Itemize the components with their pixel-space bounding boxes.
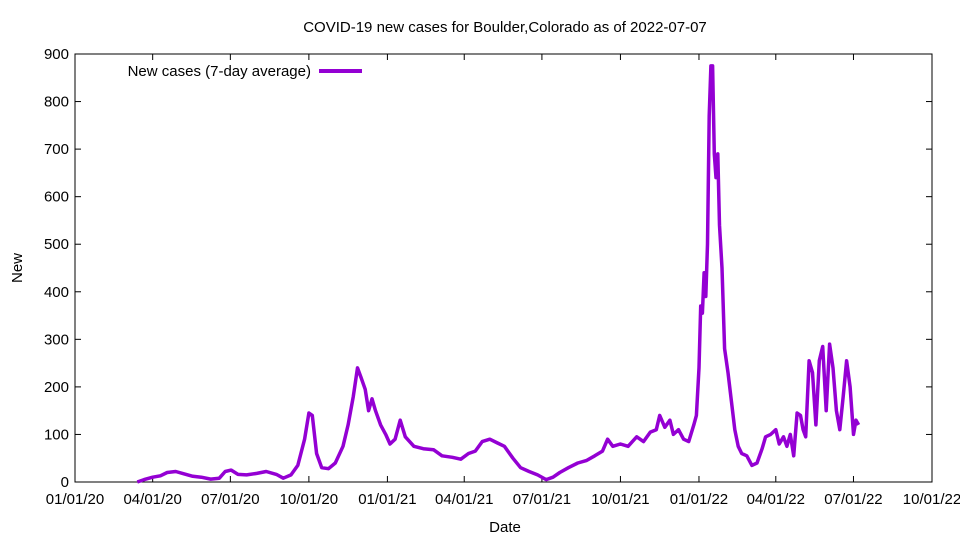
- legend-label: New cases (7-day average): [128, 63, 311, 80]
- x-axis: 01/01/20 04/01/20 07/01/20 10/01/20 01/01/21…: [46, 54, 960, 508]
- plot-frame: [74, 53, 933, 483]
- x-tick-label: 01/01/22: [670, 491, 728, 508]
- x-tick-label: 04/01/20: [123, 491, 181, 508]
- series-layer: [136, 64, 861, 484]
- y-tick-label: 700: [44, 141, 69, 158]
- x-axis-label: Date: [489, 519, 521, 536]
- y-tick-label: 300: [44, 331, 69, 348]
- y-tick-label: 900: [44, 46, 69, 63]
- chart-title: COVID-19 new cases for Boulder,Colorado …: [303, 19, 707, 36]
- x-tick-label: 04/01/22: [747, 491, 805, 508]
- y-tick-label: 100: [44, 426, 69, 443]
- y-axis-label: New: [9, 253, 26, 283]
- x-tick-label: 10/01/22: [903, 491, 960, 508]
- x-tick-label: 10/01/20: [280, 491, 338, 508]
- y-tick-label: 800: [44, 94, 69, 111]
- x-tick-label: 07/01/20: [201, 491, 259, 508]
- legend: New cases (7-day average): [128, 63, 362, 80]
- x-tick-label: 01/01/20: [46, 491, 104, 508]
- y-tick-label: 400: [44, 284, 69, 301]
- x-tick-label: 01/01/21: [358, 491, 416, 508]
- y-tick-label: 200: [44, 379, 69, 396]
- y-tick-label: 600: [44, 189, 69, 206]
- x-tick-label: 04/01/21: [435, 491, 493, 508]
- y-tick-label: 0: [61, 474, 69, 491]
- x-tick-label: 10/01/21: [591, 491, 649, 508]
- series-line: [136, 64, 861, 484]
- x-tick-label: 07/01/21: [513, 491, 571, 508]
- y-axis: 0 100 200 300 400 500 600 700 800 900: [44, 46, 932, 491]
- x-tick-label: 07/01/22: [824, 491, 882, 508]
- y-tick-label: 500: [44, 236, 69, 253]
